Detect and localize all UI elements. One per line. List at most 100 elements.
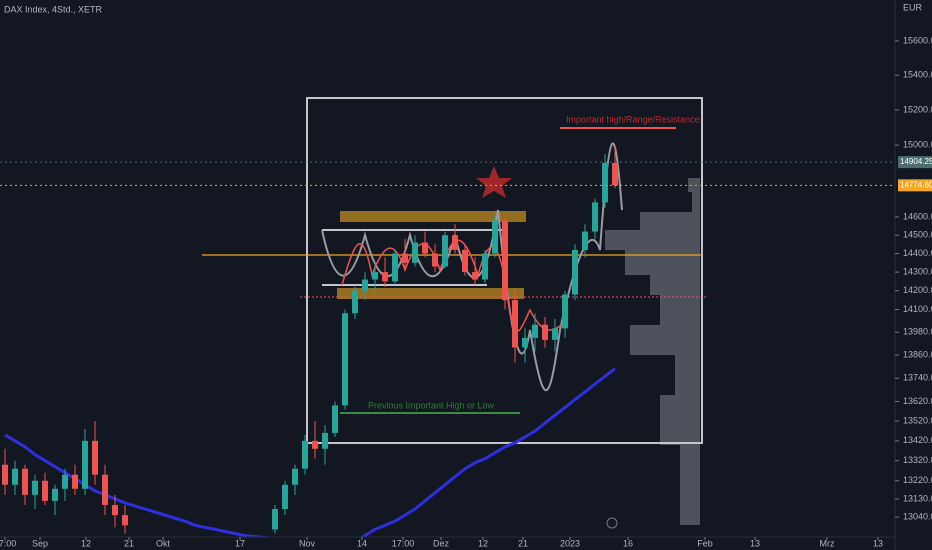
x-tick-label: 17 bbox=[235, 538, 245, 548]
chart-title: DAX Index, 4Std., XETR bbox=[4, 4, 103, 14]
candle-body bbox=[122, 515, 128, 526]
candle-body bbox=[312, 440, 318, 449]
drawings bbox=[202, 97, 708, 529]
candle-body bbox=[462, 249, 468, 273]
zone bbox=[340, 211, 526, 222]
price-label: 14774.60 bbox=[900, 180, 932, 189]
star bbox=[476, 166, 512, 198]
candle-body bbox=[512, 300, 518, 348]
x-tick-label: 21 bbox=[518, 538, 528, 548]
price-label: 14904.25 bbox=[900, 157, 932, 166]
candle-body bbox=[422, 242, 428, 254]
candle-body bbox=[542, 324, 548, 340]
y-tick-label: 13220.00 bbox=[903, 475, 932, 485]
x-tick-label: 17:00 bbox=[392, 538, 415, 548]
candle-body bbox=[582, 231, 588, 250]
plot bbox=[2, 145, 618, 537]
candle-body bbox=[342, 313, 348, 406]
zone bbox=[337, 288, 524, 299]
y-tick-label: 13740.00 bbox=[903, 373, 932, 383]
y-tick-label: 13040.00 bbox=[903, 512, 932, 522]
y-tick-label: 13980.00 bbox=[903, 327, 932, 337]
candle-body bbox=[552, 328, 558, 340]
range-box bbox=[306, 97, 703, 444]
x-tick-label: Dez bbox=[433, 538, 450, 548]
candle-body bbox=[522, 337, 528, 348]
candle-body bbox=[372, 272, 378, 280]
candle-body bbox=[12, 468, 18, 485]
candle-body bbox=[382, 272, 388, 282]
candle-body bbox=[332, 405, 338, 433]
y-tick-label: 13860.00 bbox=[903, 350, 932, 360]
x-tick-label: 21 bbox=[124, 538, 134, 548]
event-icon bbox=[606, 517, 618, 529]
candle-body bbox=[432, 253, 438, 267]
x-tick-label: Mrz bbox=[820, 538, 835, 548]
candle-body bbox=[72, 474, 78, 489]
wave-sketch bbox=[341, 239, 569, 332]
y-tick-label: 14600.00 bbox=[903, 211, 932, 221]
candle-body bbox=[472, 272, 478, 280]
y-tick-label: 15000.00 bbox=[903, 139, 932, 149]
y-tick-label: 13130.00 bbox=[903, 493, 932, 503]
candle-body bbox=[412, 242, 418, 263]
x-tick-label: 13 bbox=[873, 538, 883, 548]
x-tick-label: 2023 bbox=[560, 538, 580, 548]
x-tick-label: 17:00 bbox=[0, 538, 16, 548]
candle-body bbox=[302, 440, 308, 469]
x-tick-label: Feb bbox=[697, 538, 713, 548]
y-tick-label: 15400.00 bbox=[903, 70, 932, 80]
candle-body bbox=[62, 474, 68, 489]
candle-body bbox=[52, 488, 58, 501]
candle-body bbox=[502, 220, 508, 301]
x-tick-label: 12 bbox=[81, 538, 91, 548]
candle-body bbox=[22, 468, 28, 495]
y-tick-label: 13520.00 bbox=[903, 415, 932, 425]
candle-body bbox=[112, 504, 118, 516]
y-tick-label: 14300.00 bbox=[903, 266, 932, 276]
candle-body bbox=[442, 235, 448, 267]
candle-body bbox=[532, 324, 538, 338]
annotation: Previous Important High or Low bbox=[368, 400, 495, 410]
candle-body bbox=[602, 162, 608, 203]
candle-body bbox=[322, 432, 328, 449]
candle-body bbox=[292, 468, 298, 485]
y-tick-label: 13420.00 bbox=[903, 435, 932, 445]
candle-body bbox=[572, 249, 578, 295]
candle-body bbox=[612, 162, 618, 186]
y-tick-label: 13620.00 bbox=[903, 396, 932, 406]
candle-body bbox=[492, 220, 498, 254]
y-tick-label: 15600.00 bbox=[903, 35, 932, 45]
x-tick-label: Nov bbox=[299, 538, 316, 548]
candle-body bbox=[42, 480, 48, 501]
y-tick-label: 15200.00 bbox=[903, 104, 932, 114]
volume-profile bbox=[605, 178, 700, 525]
y-tick-label: 14100.00 bbox=[903, 304, 932, 314]
y-tick-label: 13320.00 bbox=[903, 455, 932, 465]
price-label-bg bbox=[898, 156, 932, 169]
candle-body bbox=[592, 202, 598, 232]
x-tick-label: Okt bbox=[156, 538, 171, 548]
x-tick-label: Sep bbox=[32, 538, 48, 548]
candle-body bbox=[82, 440, 88, 489]
x-tick-label: 13 bbox=[750, 538, 760, 548]
candle-body bbox=[102, 474, 108, 505]
candle-body bbox=[352, 290, 358, 314]
candle-body bbox=[2, 464, 8, 485]
candle-body bbox=[92, 440, 98, 475]
y-tick-label: 14400.00 bbox=[903, 248, 932, 258]
candle-body bbox=[272, 509, 278, 530]
candle-body bbox=[282, 484, 288, 510]
x-tick-label: 16 bbox=[623, 538, 633, 548]
candle-body bbox=[392, 253, 398, 282]
candle-body bbox=[562, 294, 568, 329]
x-tick-label: 12 bbox=[478, 538, 488, 548]
price-label-bg bbox=[898, 179, 932, 192]
y-tick-label: 14200.00 bbox=[903, 285, 932, 295]
candle-body bbox=[452, 235, 458, 250]
currency: EUR bbox=[903, 2, 923, 12]
x-tick-label: 14 bbox=[357, 538, 367, 548]
candle-body bbox=[402, 253, 408, 263]
